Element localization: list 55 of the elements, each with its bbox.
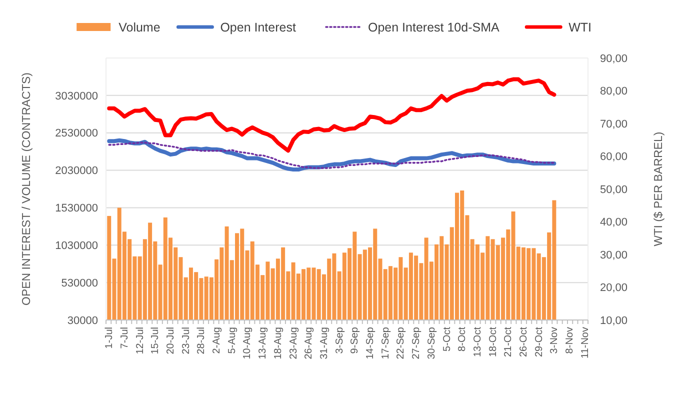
y-tick-label: 1030000 [55, 240, 98, 252]
x-tick-label: 5-Aug [226, 327, 238, 354]
x-tick-label: 17-Sep [380, 326, 392, 360]
y2-tick-label: 60,00 [600, 151, 628, 164]
x-tick-label: 15-Jul [150, 327, 162, 354]
x-tick-label: 23-Jul [180, 327, 192, 354]
x-tick-label: 14-Sep [365, 326, 376, 360]
x-tick-label: 21-Oct [503, 326, 514, 358]
y2-axis-title: WTI ($ PER BARREL) [653, 132, 665, 246]
x-tick-label: 22-Sep [396, 326, 407, 360]
x-tick-label: 11-Nov [580, 327, 591, 358]
x-tick-label: 1-Jul [104, 327, 116, 349]
x-tick-label: 13-Oct [472, 326, 484, 358]
x-tick-label: 20-Jul [166, 327, 177, 354]
x-tick-label: 29-Oct [534, 326, 545, 358]
x-tick-label: 5-Oct [442, 326, 453, 352]
x-tick-label: 31-Aug [318, 327, 330, 360]
x-tick-label: 18-Oct [488, 326, 499, 358]
x-tick-label: 2-Aug [212, 327, 223, 354]
x-tick-label: 3-Sep [334, 326, 346, 354]
x-tick-label: 3-Nov [549, 327, 560, 354]
y2-tick-label: 70,00 [600, 118, 628, 130]
y2-tick-label: 10,00 [600, 314, 628, 327]
x-tick-label: 10-Aug [242, 327, 254, 360]
x-tick-label: 13-Aug [258, 327, 269, 360]
x-tick-label: 9-Sep [350, 326, 361, 354]
y2-tick-label: 90,00 [600, 52, 628, 65]
y2-tick-label: 40,00 [600, 216, 628, 229]
x-tick-label: 18-Aug [272, 327, 284, 360]
x-tick-label: 26-Aug [304, 327, 315, 360]
x-tick-label: 27-Sep [411, 326, 422, 360]
y-tick-label: 3030000 [55, 90, 98, 102]
legend-label: Open Interest 10d-SMA [368, 20, 500, 34]
x-tick-label: 8-Oct [457, 326, 468, 352]
line-series [107, 77, 556, 153]
y-tick-label: 2530000 [55, 128, 98, 140]
y-axis-title: OPEN INTEREST / VOLUME (CONTRACTS) [21, 72, 33, 306]
x-tick-label: 7-Jul [119, 327, 130, 349]
y2-tick-label: 80,00 [600, 86, 628, 98]
x-tick-label: 26-Oct [518, 326, 530, 358]
y2-tick-label: 30,00 [600, 249, 628, 262]
x-tick-label: 28-Jul [196, 327, 208, 354]
x-tick-label: 8-Nov [564, 327, 576, 354]
legend-label: Open Interest [220, 20, 296, 34]
x-tick-label: 12-Jul [134, 327, 146, 354]
y-tick-label: 1530000 [55, 202, 98, 215]
y2-tick-label: 50,00 [600, 184, 628, 196]
y-tick-label: 2030000 [55, 165, 98, 178]
y-tick-label: 30000 [67, 314, 98, 327]
y-tick-label: 530000 [61, 277, 98, 290]
x-tick-label: 30-Sep [426, 326, 438, 360]
y2-tick-label: 20,00 [600, 282, 628, 294]
legend-label: WTI [568, 20, 592, 34]
x-tick-label: 23-Aug [288, 327, 300, 360]
legend-label: Volume [118, 20, 160, 34]
